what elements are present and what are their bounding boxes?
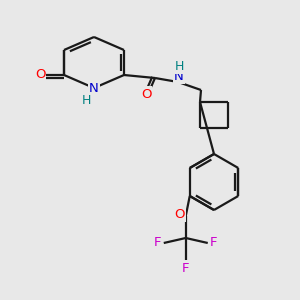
Text: N: N — [174, 70, 184, 83]
Text: F: F — [154, 236, 161, 250]
Text: O: O — [175, 208, 185, 220]
Text: F: F — [210, 236, 218, 250]
Text: H: H — [81, 94, 91, 106]
Text: F: F — [182, 262, 190, 275]
Text: O: O — [141, 88, 151, 100]
Text: H: H — [174, 59, 184, 73]
Text: O: O — [35, 68, 45, 82]
Text: N: N — [89, 82, 99, 94]
